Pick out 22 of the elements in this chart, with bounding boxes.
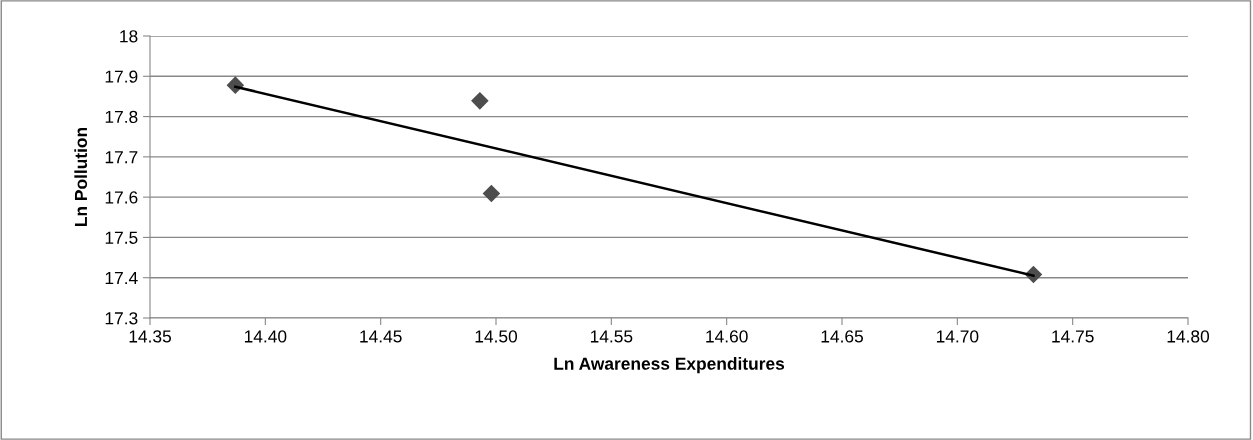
y-tick-label: 17.9 [105, 70, 138, 83]
x-tick-label: 14.65 [821, 330, 863, 343]
x-tick-label: 14.55 [590, 330, 633, 343]
x-tick-label: 14.50 [475, 330, 518, 343]
x-tick-label: 14.35 [129, 330, 171, 343]
point [471, 92, 489, 110]
x-axis-title: Ln Awareness Expenditures [554, 357, 785, 374]
y-tick-label: 17.3 [105, 312, 138, 325]
x-tick-label: 14.80 [1167, 330, 1210, 343]
x-tick-label: 14.45 [360, 330, 402, 343]
point [482, 184, 501, 203]
x-tick-label: 14.70 [936, 330, 979, 343]
y-tick-label: 17.6 [105, 191, 138, 204]
x-tick-label: 14.40 [244, 330, 287, 343]
y-tick-label: 17.4 [105, 272, 138, 284]
y-axis-title: Ln Pollution [74, 127, 88, 226]
x-tick-label: 14.60 [706, 330, 748, 343]
y-tick-label: 17.7 [105, 151, 138, 164]
y-tick-label: 18 [120, 30, 138, 43]
y-tick-label: 17.8 [105, 110, 138, 124]
y-tick-label: 17.5 [105, 231, 138, 244]
x-tick-label: 14.75 [1052, 330, 1094, 343]
